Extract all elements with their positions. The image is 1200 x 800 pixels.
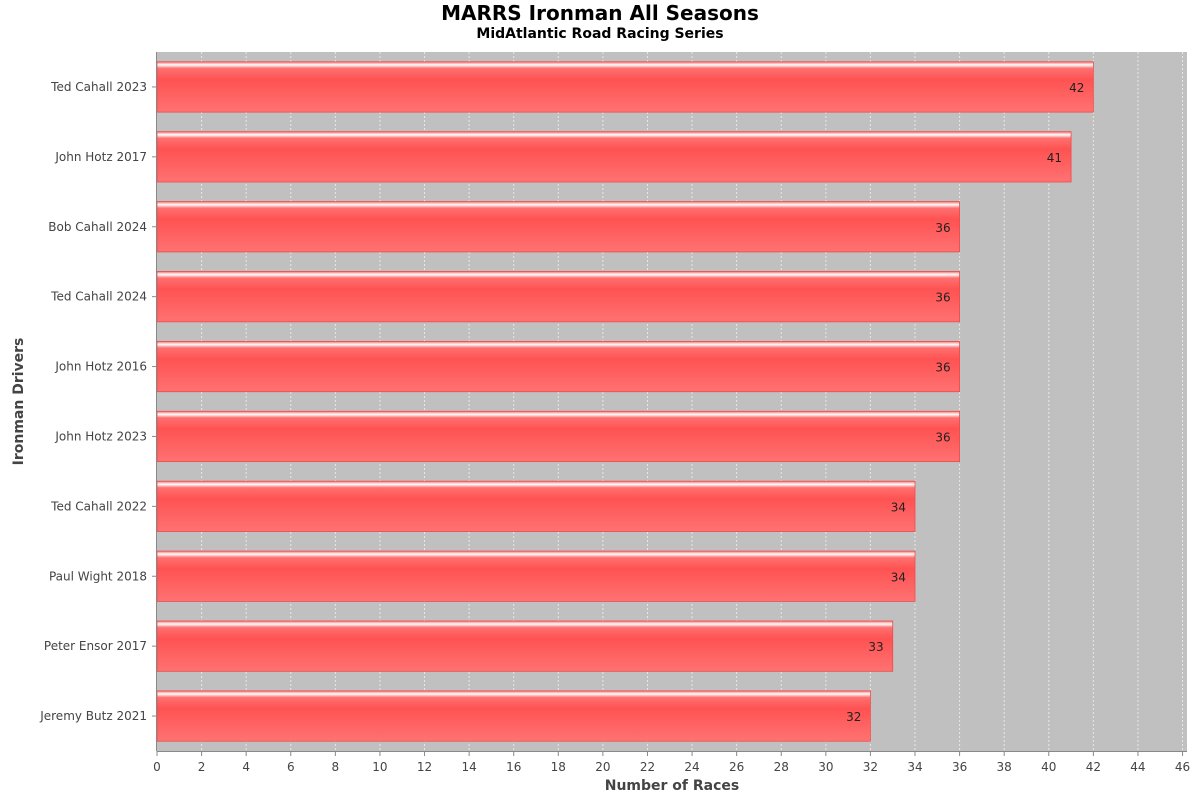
bar [157, 411, 960, 462]
category-label: Ted Cahall 2023 [50, 80, 147, 94]
category-label: Ted Cahall 2024 [50, 290, 147, 304]
x-tick-label: 28 [774, 760, 789, 774]
x-tick-label: 44 [1130, 760, 1145, 774]
x-tick-label: 8 [332, 760, 340, 774]
bar-value-label: 32 [846, 710, 861, 724]
bar [157, 61, 1094, 113]
x-tick-label: 32 [863, 760, 878, 774]
chart-subtitle: MidAtlantic Road Racing Series [476, 26, 724, 42]
x-tick-label: 6 [287, 760, 295, 774]
bar [157, 690, 871, 742]
bar-value-label: 36 [935, 221, 950, 235]
x-tick-label: 14 [461, 760, 476, 774]
category-label: John Hotz 2016 [54, 360, 147, 374]
x-tick-label: 10 [372, 760, 387, 774]
bar-value-label: 36 [935, 291, 950, 305]
category-label: Jeremy Butz 2021 [39, 709, 147, 723]
x-tick-label: 46 [1175, 760, 1190, 774]
x-tick-label: 20 [595, 760, 610, 774]
x-tick-label: 34 [907, 760, 922, 774]
bar [157, 341, 960, 392]
bar [157, 131, 1072, 183]
bar-value-label: 36 [935, 361, 950, 375]
x-tick-label: 18 [551, 760, 566, 774]
x-tick-label: 16 [506, 760, 521, 774]
category-label: Bob Cahall 2024 [48, 220, 147, 234]
x-tick-label: 36 [952, 760, 967, 774]
category-label: John Hotz 2023 [54, 429, 147, 443]
x-tick-label: 0 [153, 760, 161, 774]
category-label: John Hotz 2017 [54, 150, 147, 164]
bar [157, 620, 893, 672]
bar-value-label: 36 [935, 430, 950, 444]
x-tick-label: 40 [1041, 760, 1056, 774]
y-axis-title: Ironman Drivers [11, 338, 27, 466]
x-tick-label: 38 [997, 760, 1012, 774]
category-label: Peter Ensor 2017 [44, 639, 147, 653]
x-tick-label: 26 [729, 760, 744, 774]
x-tick-label: 42 [1086, 760, 1101, 774]
bar-value-label: 41 [1047, 151, 1062, 165]
x-tick-label: 22 [640, 760, 655, 774]
category-label: Paul Wight 2018 [49, 569, 147, 583]
bar [157, 481, 916, 532]
x-tick-label: 2 [198, 760, 206, 774]
bar [157, 201, 960, 252]
bar-value-label: 34 [891, 500, 906, 514]
x-tick-label: 30 [818, 760, 833, 774]
bar-value-label: 42 [1069, 81, 1084, 95]
x-axis-title: Number of Races [605, 778, 740, 794]
x-tick-label: 24 [684, 760, 699, 774]
x-tick-label: 12 [417, 760, 432, 774]
bar [157, 551, 916, 602]
category-label: Ted Cahall 2022 [50, 499, 147, 513]
bar-value-label: 34 [891, 570, 906, 584]
chart-title: MARRS Ironman All Seasons [441, 1, 759, 25]
bar [157, 271, 960, 322]
x-tick-label: 4 [242, 760, 250, 774]
bar-value-label: 33 [868, 640, 883, 654]
